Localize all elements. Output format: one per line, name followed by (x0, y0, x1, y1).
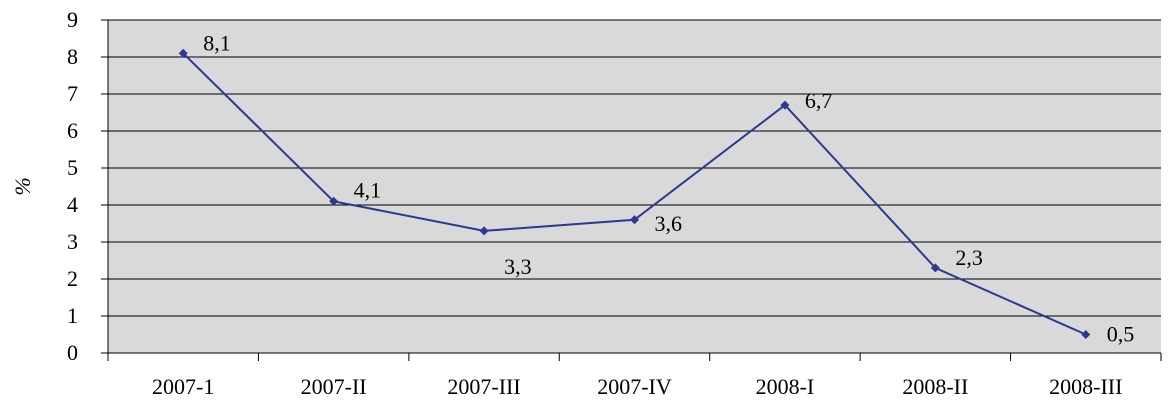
data-point-marker (930, 263, 940, 273)
data-point-marker (1081, 330, 1091, 339)
data-label: 4,1 (354, 177, 382, 202)
x-tick-label: 2008-I (756, 374, 815, 399)
data-label: 8,1 (203, 30, 231, 55)
y-axis-title: % (10, 177, 35, 195)
y-tick-label: 0 (67, 340, 78, 365)
x-tick-label: 2007-II (301, 374, 367, 399)
data-label: 3,3 (504, 254, 531, 279)
y-tick-label: 3 (67, 229, 78, 254)
data-point-marker (178, 48, 188, 58)
x-tick-label: 2008-III (1049, 374, 1122, 399)
data-point-marker (329, 196, 339, 206)
data-label: 3,6 (655, 211, 683, 236)
data-label: 2,3 (955, 245, 983, 270)
x-tick-label: 2007-III (447, 374, 520, 399)
x-tick-label: 2008-II (902, 374, 968, 399)
x-tick-label: 2007-1 (152, 374, 214, 399)
data-point-marker (630, 215, 639, 225)
y-axis-ticks: 0 1 2 3 4 5 6 7 8 9 (67, 7, 108, 365)
y-tick-label: 7 (67, 81, 78, 106)
data-point-marker (479, 226, 489, 236)
plot-area (108, 20, 1161, 353)
gridlines (108, 19, 1161, 317)
y-tick-label: 5 (67, 155, 78, 180)
series-group: 8,1 4,1 3,3 3,6 6,7 2,3 0,5 (178, 30, 1135, 347)
data-point-marker (780, 100, 790, 110)
y-tick-label: 6 (67, 118, 78, 143)
y-tick-label: 1 (67, 303, 78, 328)
y-tick-label: 4 (67, 192, 78, 217)
y-tick-label: 2 (67, 266, 78, 291)
axes (107, 20, 1161, 354)
x-axis-ticks: 2007-1 2007-II 2007-III 2007-IV 2008-I 2008-I… (107, 353, 1162, 399)
data-label: 0,5 (1107, 322, 1135, 347)
data-label: 6,7 (805, 88, 833, 113)
y-tick-label: 9 (67, 7, 78, 32)
y-tick-label: 8 (67, 44, 78, 69)
x-tick-label: 2007-IV (597, 374, 672, 399)
